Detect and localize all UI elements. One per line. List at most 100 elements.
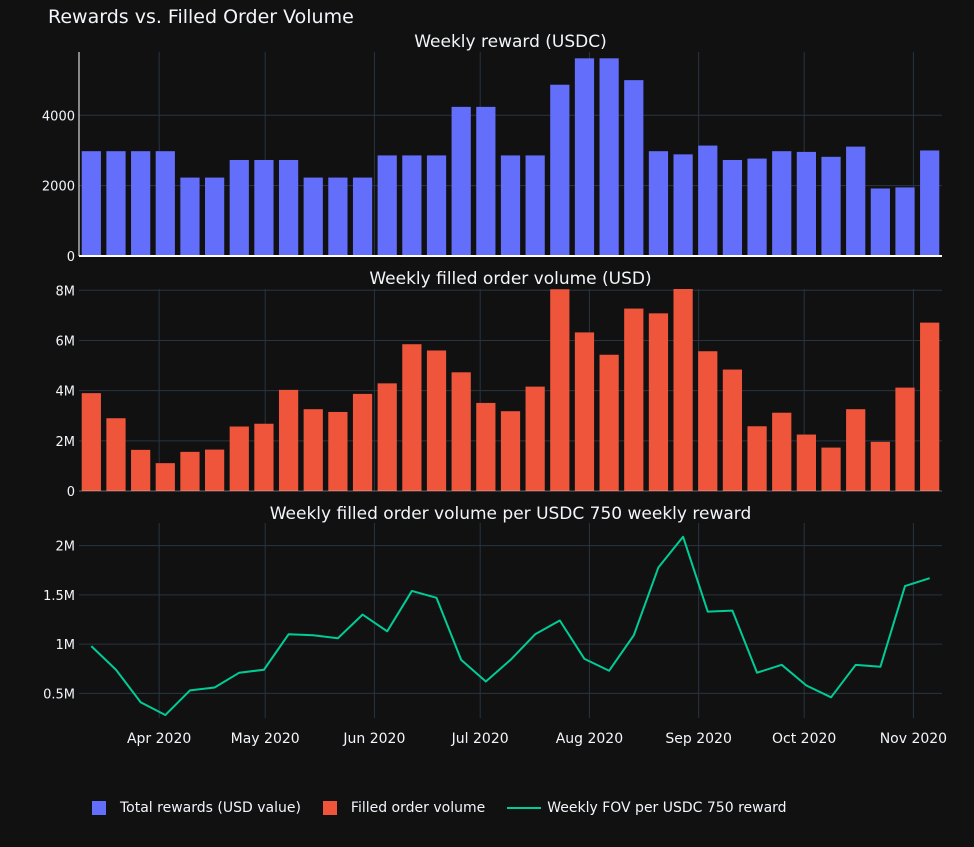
x-tick-label: May 2020 [231, 731, 300, 747]
bar-volume [106, 418, 126, 491]
y-tick-label: 1M [56, 638, 76, 653]
bar-volume [796, 434, 817, 491]
bar-reward [204, 177, 225, 256]
bar-volume [204, 449, 225, 491]
bar-reward [525, 155, 545, 256]
x-tick-label: Nov 2020 [880, 731, 947, 747]
bar-reward [377, 155, 397, 256]
bar-volume [772, 412, 792, 491]
x-tick-label: Jul 2020 [451, 731, 509, 747]
y-tick-label: 2000 [42, 180, 75, 195]
bar-reward [180, 177, 200, 256]
bar-reward [821, 156, 841, 256]
bar-reward [131, 151, 151, 256]
legend-item-rewards[interactable]: Total rewards (USD value) [92, 800, 301, 816]
chart-figure: Weekly reward (USDC) 0 2000 4000 Weekly fill… [42, 32, 947, 747]
bar-volume [81, 393, 101, 491]
bar-volume [131, 449, 151, 491]
bar-reward [229, 159, 249, 256]
legend-label-rewards: Total rewards (USD value) [120, 800, 301, 816]
y-tick-label: 8M [56, 284, 76, 299]
bar-reward [599, 58, 619, 256]
bar-volume [352, 393, 373, 491]
x-tick-label: Apr 2020 [127, 731, 191, 747]
bar-reward [278, 159, 299, 256]
legend-swatch-rewards [92, 801, 106, 815]
bar-reward [772, 151, 792, 256]
y-tick-label: 4000 [42, 109, 75, 124]
bar-volume [599, 354, 619, 491]
legend: Total rewards (USD value) Filled order v… [92, 800, 809, 816]
y-tick-label: 2M [56, 435, 76, 450]
bar-volume [402, 344, 422, 491]
bar-reward [747, 158, 767, 256]
y-tick-label: 6M [56, 334, 76, 349]
bar-volume [180, 451, 200, 491]
legend-swatch-fov [507, 807, 542, 809]
bar-reward [920, 150, 940, 256]
bar-reward [476, 106, 496, 257]
bar-volume [426, 350, 447, 491]
bar-reward [698, 145, 718, 256]
bar-reward [550, 84, 570, 256]
bar-volume [698, 351, 718, 491]
legend-label-volume: Filled order volume [350, 800, 486, 816]
bar-reward [673, 154, 693, 256]
y-tick-label: 0.5M [43, 687, 75, 702]
bar-volume [648, 313, 669, 491]
bar-reward [451, 106, 471, 257]
bar-volume [574, 332, 595, 491]
legend-swatch-volume [322, 801, 337, 815]
y-tick-label: 0 [67, 485, 75, 500]
x-tick-label: Oct 2020 [772, 731, 836, 747]
bar-reward [254, 159, 274, 256]
bar-volume [525, 386, 545, 491]
bar-volume [278, 389, 299, 491]
legend-item-volume[interactable]: Filled order volume [322, 800, 486, 816]
subplot-title-fov: Weekly filled order volume per USDC 750 … [270, 504, 752, 524]
bar-reward [500, 155, 521, 256]
bar-volume [500, 411, 521, 491]
subplot-title-reward: Weekly reward (USDC) [414, 32, 607, 52]
bar-volume [254, 423, 274, 491]
bar-reward [624, 80, 644, 256]
bar-reward [303, 177, 323, 256]
bar-volume [377, 383, 397, 491]
y-tick-label: 4M [56, 385, 76, 400]
subplot-title-volume: Weekly filled order volume (USD) [369, 269, 651, 289]
bar-volume [895, 387, 915, 491]
x-tick-label: Sep 2020 [665, 731, 731, 747]
bar-volume [328, 411, 348, 491]
bar-volume [846, 409, 866, 491]
legend-item-fov[interactable]: Weekly FOV per USDC 750 reward [507, 800, 787, 816]
y-tick-label: 2M [56, 540, 76, 555]
bar-reward [426, 155, 447, 256]
bar-volume [821, 447, 841, 491]
x-tick-label: Aug 2020 [556, 731, 623, 747]
bar-reward [796, 151, 817, 256]
y-tick-label: 1.5M [43, 589, 75, 604]
bar-volume [476, 402, 496, 491]
bar-reward [648, 151, 669, 256]
chart-title: Rewards vs. Filled Order Volume [48, 6, 354, 28]
bar-reward [106, 151, 126, 256]
bar-reward [155, 151, 175, 256]
bar-volume [920, 322, 940, 491]
bar-volume [624, 308, 644, 491]
bar-volume [451, 372, 471, 491]
legend-label-fov: Weekly FOV per USDC 750 reward [547, 800, 787, 816]
bar-reward [574, 58, 595, 256]
bar-volume [722, 369, 743, 491]
bar-reward [81, 151, 101, 256]
bar-reward [328, 177, 348, 256]
bar-volume [229, 426, 249, 491]
bar-reward [722, 159, 743, 256]
y-tick-label: 0 [67, 250, 75, 265]
bar-reward [846, 146, 866, 256]
bar-volume [155, 463, 175, 491]
bar-volume [870, 441, 890, 491]
bar-volume [303, 409, 323, 491]
bar-reward [352, 177, 373, 256]
bar-reward [895, 187, 915, 256]
x-tick-label: Jun 2020 [342, 731, 405, 747]
